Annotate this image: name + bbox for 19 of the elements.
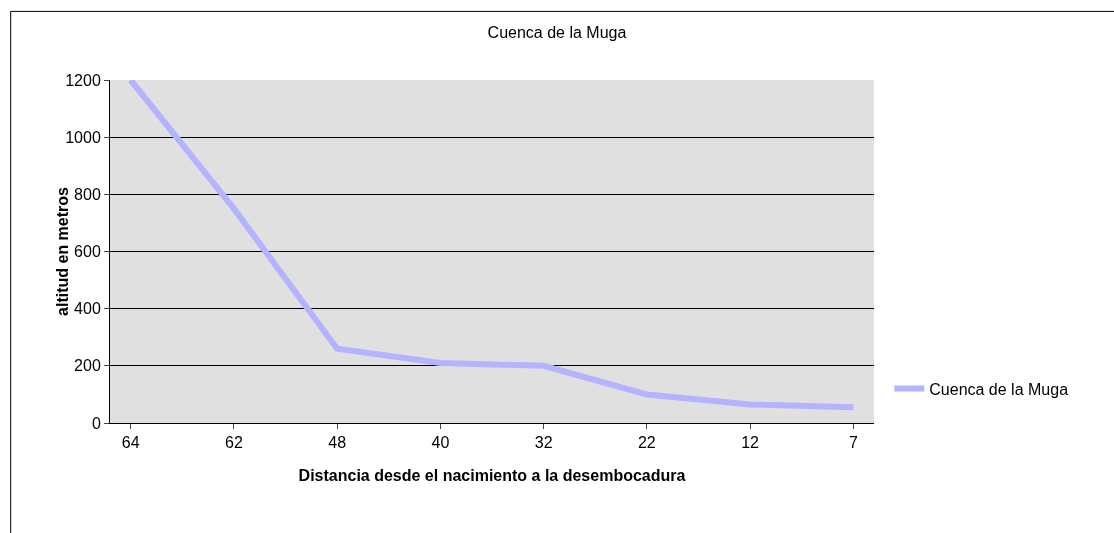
x-tick-label: 64 xyxy=(121,434,140,452)
x-tick-label: 62 xyxy=(224,434,243,452)
x-tick-label: 40 xyxy=(431,434,450,452)
y-tick-label: 600 xyxy=(74,243,101,261)
y-tick-label: 400 xyxy=(74,300,101,318)
chart-title: Cuenca de la Muga xyxy=(487,23,627,41)
x-tick-label: 32 xyxy=(534,434,553,452)
y-tick-label: 200 xyxy=(74,357,101,375)
x-tick-label: 12 xyxy=(741,434,760,452)
legend-label: Cuenca de la Muga xyxy=(929,380,1069,398)
y-tick-label: 1200 xyxy=(65,71,101,89)
x-tick-label: 22 xyxy=(637,434,656,452)
y-tick-label: 800 xyxy=(74,185,101,203)
x-tick-label: 48 xyxy=(328,434,347,452)
x-tick-label: 7 xyxy=(848,434,858,452)
x-axis-title: Distancia desde el nacimiento a la desembocadura xyxy=(298,467,686,484)
y-tick-label: 0 xyxy=(91,414,101,432)
y-tick-label: 1000 xyxy=(65,128,101,146)
y-axis-title: altitud en metros xyxy=(54,186,71,316)
